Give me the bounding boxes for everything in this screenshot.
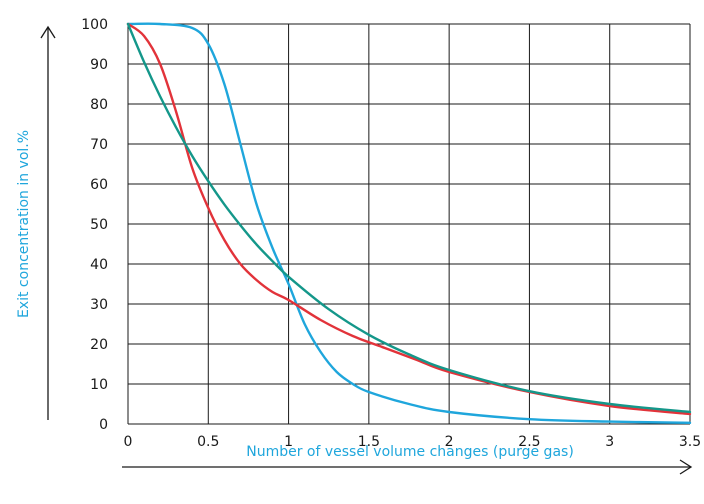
y-axis-title: Exit concentration in vol.% — [16, 130, 32, 318]
grid — [127, 23, 691, 425]
x-axis-title: Number of vessel volume changes (purge g… — [246, 444, 574, 460]
series-line-teal — [126, 22, 692, 414]
x-tick-label: 3 — [605, 434, 614, 450]
y-tick-label: 100 — [81, 17, 108, 33]
y-tick-label: 50 — [90, 217, 108, 233]
x-axis-arrow — [122, 459, 693, 475]
series-line-red — [126, 22, 692, 416]
x-tick-label: 2 — [445, 434, 454, 450]
y-tick-label: 80 — [90, 97, 108, 113]
series-line-blue — [126, 22, 692, 424]
y-tick-label: 40 — [90, 257, 108, 273]
y-tick-label: 20 — [90, 337, 108, 353]
y-tick-label: 30 — [90, 297, 108, 313]
series-lines — [126, 22, 692, 424]
x-tick-label: 0 — [124, 434, 133, 450]
x-tick-label: 0.5 — [197, 434, 219, 450]
x-tick-label: 2.5 — [518, 434, 540, 450]
x-tick-label: 1 — [284, 434, 293, 450]
tick-labels: 0 10 20 30 40 50 60 70 80 90 100 0 0.5 1 1.5 2 2.5 3 3.5 — [81, 17, 701, 450]
y-tick-label: 60 — [90, 177, 108, 193]
y-tick-label: 0 — [99, 417, 108, 433]
y-tick-label: 90 — [90, 57, 108, 73]
y-tick-label: 10 — [90, 377, 108, 393]
y-axis-arrow — [40, 25, 56, 420]
y-tick-label: 70 — [90, 137, 108, 153]
x-tick-label: 1.5 — [358, 434, 380, 450]
x-tick-label: 3.5 — [679, 434, 701, 450]
